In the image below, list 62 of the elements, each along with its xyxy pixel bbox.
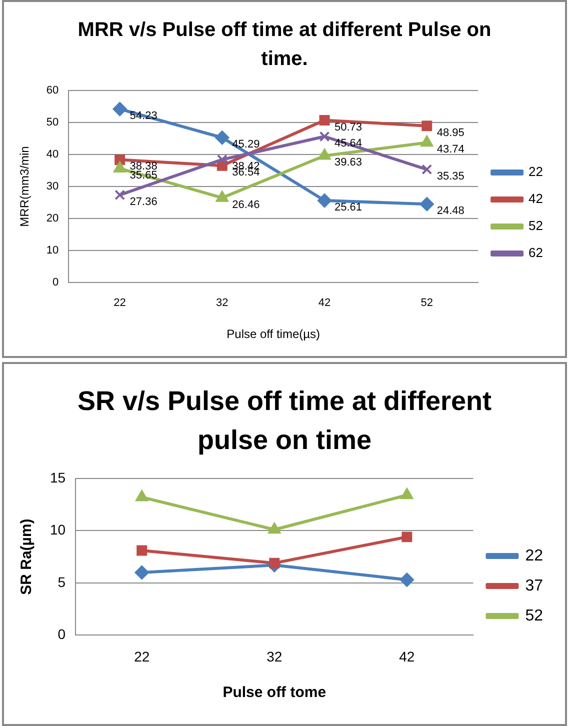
- point: [400, 573, 414, 588]
- x-tick-label: 42: [399, 648, 415, 665]
- point: [268, 522, 281, 534]
- point: [216, 190, 228, 202]
- chart-title: MRR v/s Pulse off time at different Pulse on time.: [76, 18, 492, 72]
- y-tick-label: 40: [46, 148, 59, 161]
- data-label: 48.95: [436, 126, 464, 139]
- point: [216, 154, 228, 165]
- point: [420, 197, 434, 212]
- y-tick-label: 30: [46, 180, 59, 193]
- point: [400, 488, 414, 500]
- x-tick-label: 22: [114, 297, 126, 310]
- point: [134, 566, 149, 580]
- data-label: 26.46: [232, 198, 260, 211]
- x-axis-title: Pulse off tome: [222, 684, 326, 702]
- point: [136, 490, 148, 502]
- y-tick-label: 0: [52, 276, 59, 288]
- legend-label: 62: [528, 245, 544, 260]
- y-tick-label: 10: [50, 522, 66, 538]
- legend-label: 22: [528, 164, 544, 180]
- y-tick-label: 15: [50, 470, 66, 486]
- data-label: 43.74: [436, 144, 464, 156]
- y-tick-label: 60: [46, 84, 59, 97]
- point: [318, 194, 332, 208]
- chart-title: SR v/s Pulse off time at different pulse on time: [76, 385, 493, 458]
- data-label: 35.35: [436, 170, 464, 182]
- point: [136, 546, 148, 556]
- point: [319, 114, 330, 126]
- point: [215, 130, 230, 145]
- point: [420, 136, 434, 147]
- point: [318, 148, 331, 160]
- data-label: 50.73: [334, 121, 362, 134]
- y-tick-label: 20: [46, 212, 59, 224]
- x-axis-title: Pulse off time(µs): [226, 327, 320, 342]
- data-label: 36.54: [232, 166, 260, 179]
- x-tick-label: 32: [216, 297, 228, 310]
- point: [402, 532, 412, 542]
- data-label: 39.63: [334, 156, 362, 169]
- legend-label: 42: [528, 191, 544, 206]
- x-tick-label: 22: [134, 648, 150, 665]
- x-tick-label: 42: [318, 297, 331, 310]
- point: [114, 161, 126, 172]
- point: [319, 131, 330, 142]
- y-axis-title: MRR(mm3/min: [18, 146, 32, 227]
- point: [114, 190, 126, 200]
- y-tick-label: 10: [46, 244, 59, 256]
- y-tick-label: 50: [46, 116, 59, 129]
- y-axis-title: SR Ra(µm): [18, 519, 36, 596]
- point: [112, 102, 127, 116]
- point: [422, 120, 432, 132]
- y-tick-label: 0: [58, 626, 66, 642]
- legend-label: 52: [528, 218, 544, 234]
- point: [422, 164, 432, 175]
- legend-label: 37: [525, 578, 544, 595]
- data-label: 24.48: [436, 205, 464, 218]
- legend-label: 22: [525, 548, 544, 565]
- x-tick-label: 52: [420, 297, 433, 310]
- y-tick-label: 5: [58, 574, 66, 590]
- legend-label: 52: [525, 608, 544, 625]
- data-label: 27.36: [130, 196, 158, 208]
- x-tick-label: 32: [266, 648, 282, 665]
- data-label: 25.61: [334, 202, 362, 214]
